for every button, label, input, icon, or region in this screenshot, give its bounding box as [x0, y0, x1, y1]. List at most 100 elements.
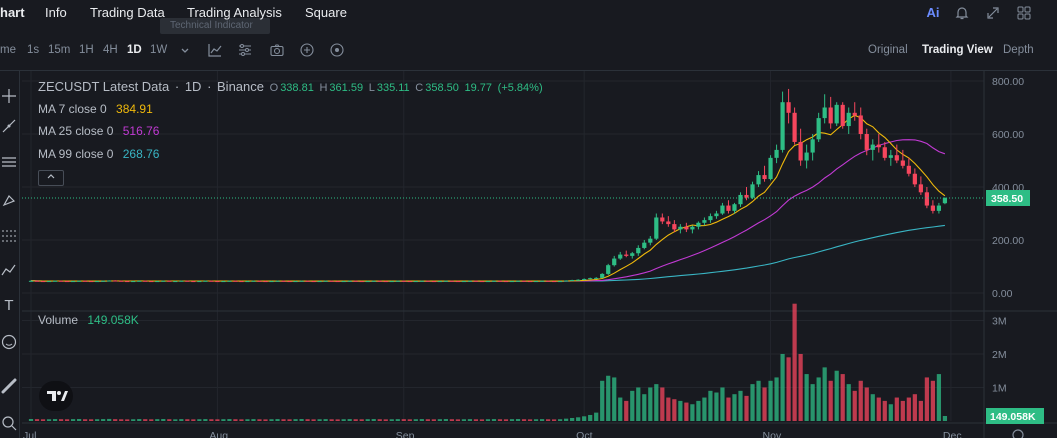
volume-bar — [840, 374, 845, 421]
volume-bar — [239, 419, 244, 421]
volume-bar — [618, 397, 623, 421]
candle-body — [401, 280, 406, 282]
volume-bar — [341, 419, 346, 421]
interval-4h[interactable]: 4H — [103, 44, 118, 56]
volume-bar — [167, 419, 172, 421]
candle-body — [221, 281, 226, 283]
volume-bar — [702, 397, 707, 421]
axis-settings-icon — [1012, 429, 1024, 438]
volume-bar — [654, 384, 659, 421]
view-depth[interactable]: Depth — [1003, 44, 1034, 56]
candle-body — [660, 217, 665, 222]
interval-1s[interactable]: 1s — [27, 44, 40, 56]
text-tool-icon[interactable]: T — [4, 297, 14, 314]
candle-body — [936, 205, 942, 211]
volume-legend: Volume 149.058K — [38, 313, 141, 327]
candle-body — [509, 281, 515, 283]
candle-body — [852, 112, 857, 116]
candle-body — [882, 147, 887, 158]
indicator-chart-icon[interactable] — [207, 42, 223, 58]
candle-body — [197, 281, 202, 283]
volume-bar — [545, 419, 551, 421]
emoji-icon[interactable] — [0, 333, 18, 351]
brush-icon[interactable] — [0, 191, 18, 209]
volume-bar — [744, 395, 749, 421]
candle-body — [606, 265, 611, 274]
camera-icon[interactable] — [269, 42, 285, 58]
nav-chart-tab[interactable]: hart — [0, 5, 25, 20]
candle-body — [870, 144, 875, 150]
nav-info[interactable]: Info — [45, 5, 67, 20]
interval-1w[interactable]: 1W — [150, 44, 168, 56]
volume-bar — [101, 419, 106, 421]
interval-1d[interactable]: 1D — [127, 44, 142, 56]
fullscreen-icon[interactable] — [984, 5, 1002, 23]
volume-bar — [497, 419, 503, 421]
interval-1h[interactable]: 1H — [79, 44, 94, 56]
collapse-legend-button[interactable] — [38, 170, 64, 186]
volume-bar — [335, 419, 340, 421]
zoom-icon[interactable] — [0, 414, 18, 432]
candle-body — [582, 278, 587, 280]
volume-bar — [461, 419, 467, 421]
ma25-legend: MA 25 close 0 516.76 — [38, 124, 161, 138]
volume-bar — [197, 419, 202, 421]
nav-trading-data[interactable]: Trading Data — [90, 5, 165, 20]
candle-body — [287, 281, 292, 283]
time-label[interactable]: me — [0, 44, 16, 56]
candle-body — [551, 281, 557, 283]
volume-bar — [323, 419, 328, 421]
trend-line-icon[interactable] — [0, 117, 18, 135]
fib-icon[interactable] — [0, 227, 18, 245]
candle-body — [185, 280, 190, 282]
volume-bar — [179, 419, 184, 421]
target-icon[interactable] — [329, 42, 345, 58]
volume-bar — [269, 419, 274, 421]
candle-body — [125, 281, 130, 283]
volume-bar — [612, 377, 617, 421]
candle-body — [167, 280, 172, 282]
price-chart[interactable]: 800.00 600.00 400.00 200.00 0.00 3M 2M 1M Jul Aug… — [22, 71, 1057, 438]
volume-bar — [660, 387, 665, 421]
volume-bar — [810, 384, 815, 421]
volume-bar — [551, 419, 557, 421]
view-original[interactable]: Original — [868, 44, 908, 56]
candle-body — [491, 280, 497, 282]
view-trading-view[interactable]: Trading View — [922, 44, 993, 56]
candle-body — [690, 226, 695, 230]
candle-body — [251, 280, 256, 282]
horizontal-lines-icon[interactable] — [0, 153, 18, 171]
candle-body — [558, 281, 563, 283]
ruler-icon[interactable] — [0, 377, 18, 395]
candle-body — [906, 165, 911, 174]
ma99-line — [30, 224, 945, 282]
pattern-icon[interactable] — [0, 261, 18, 279]
volume-bar — [407, 419, 412, 421]
candle-body — [101, 280, 106, 282]
volume-bar — [149, 419, 154, 421]
volume-bar — [161, 419, 166, 421]
settings-sliders-icon[interactable] — [237, 42, 253, 58]
volume-bar — [720, 387, 725, 421]
nav-trading-analysis[interactable]: Trading Analysis — [187, 5, 282, 20]
candle-body — [275, 280, 280, 282]
bell-icon[interactable] — [953, 5, 971, 23]
volume-bar — [588, 414, 593, 421]
x-tick-label: Aug — [209, 430, 228, 438]
nav-square[interactable]: Square — [305, 5, 347, 20]
volume-bar — [912, 394, 917, 421]
chevron-down-icon[interactable] — [179, 42, 195, 58]
volume-bar — [750, 384, 755, 421]
layout-grid-icon[interactable] — [1015, 5, 1033, 23]
candle-body — [744, 194, 749, 198]
add-icon[interactable] — [299, 42, 315, 58]
candle-body — [894, 155, 899, 161]
volume-bar — [143, 419, 148, 421]
volume-bar — [245, 419, 250, 421]
interval-15m[interactable]: 15m — [48, 44, 71, 56]
volume-bar — [648, 387, 653, 421]
crosshair-icon[interactable] — [0, 87, 18, 105]
volume-bar — [191, 419, 196, 421]
ai-icon[interactable]: Ai — [926, 5, 940, 20]
